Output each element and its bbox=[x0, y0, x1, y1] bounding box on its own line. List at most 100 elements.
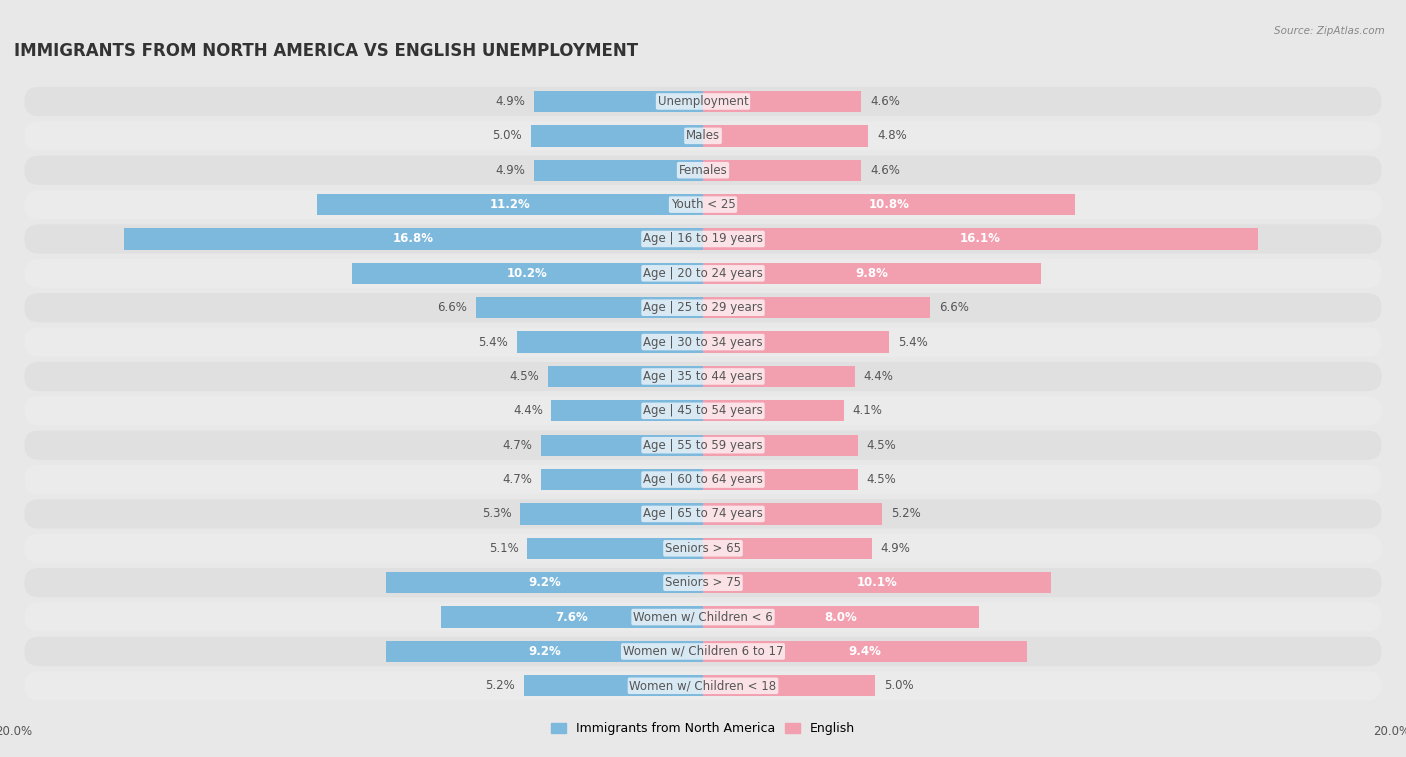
Bar bbox=[703, 194, 1076, 215]
Text: 10.1%: 10.1% bbox=[856, 576, 897, 589]
Bar bbox=[548, 366, 703, 387]
Bar bbox=[541, 469, 703, 491]
Bar bbox=[703, 125, 869, 147]
Text: Males: Males bbox=[686, 129, 720, 142]
FancyBboxPatch shape bbox=[24, 431, 1382, 459]
Text: 9.2%: 9.2% bbox=[529, 576, 561, 589]
Text: 4.7%: 4.7% bbox=[502, 473, 533, 486]
Text: Age | 65 to 74 years: Age | 65 to 74 years bbox=[643, 507, 763, 521]
Text: Age | 30 to 34 years: Age | 30 to 34 years bbox=[643, 335, 763, 348]
Bar bbox=[318, 194, 703, 215]
Text: 5.2%: 5.2% bbox=[485, 679, 515, 693]
Text: IMMIGRANTS FROM NORTH AMERICA VS ENGLISH UNEMPLOYMENT: IMMIGRANTS FROM NORTH AMERICA VS ENGLISH… bbox=[14, 42, 638, 61]
FancyBboxPatch shape bbox=[24, 259, 1382, 288]
Bar bbox=[703, 606, 979, 628]
Text: 4.6%: 4.6% bbox=[870, 164, 900, 176]
Text: Age | 55 to 59 years: Age | 55 to 59 years bbox=[643, 439, 763, 452]
Text: 5.4%: 5.4% bbox=[897, 335, 928, 348]
Text: 5.2%: 5.2% bbox=[891, 507, 921, 521]
Text: Seniors > 65: Seniors > 65 bbox=[665, 542, 741, 555]
Bar bbox=[531, 125, 703, 147]
Bar bbox=[703, 572, 1050, 593]
Bar bbox=[703, 332, 889, 353]
FancyBboxPatch shape bbox=[24, 637, 1382, 666]
Text: 4.6%: 4.6% bbox=[870, 95, 900, 108]
FancyBboxPatch shape bbox=[24, 328, 1382, 357]
FancyBboxPatch shape bbox=[24, 121, 1382, 151]
Bar bbox=[703, 297, 931, 319]
Text: 11.2%: 11.2% bbox=[489, 198, 530, 211]
Text: 4.7%: 4.7% bbox=[502, 439, 533, 452]
Text: 5.4%: 5.4% bbox=[478, 335, 509, 348]
Bar bbox=[517, 332, 703, 353]
Bar bbox=[441, 606, 703, 628]
Bar bbox=[520, 503, 703, 525]
Bar bbox=[475, 297, 703, 319]
Text: 4.5%: 4.5% bbox=[866, 473, 897, 486]
Bar bbox=[524, 675, 703, 696]
Text: 8.0%: 8.0% bbox=[824, 611, 858, 624]
Bar bbox=[703, 160, 862, 181]
FancyBboxPatch shape bbox=[24, 156, 1382, 185]
Bar bbox=[527, 537, 703, 559]
Bar bbox=[551, 400, 703, 422]
FancyBboxPatch shape bbox=[24, 568, 1382, 597]
Text: 4.5%: 4.5% bbox=[866, 439, 897, 452]
Text: Age | 45 to 54 years: Age | 45 to 54 years bbox=[643, 404, 763, 417]
Text: Age | 35 to 44 years: Age | 35 to 44 years bbox=[643, 370, 763, 383]
Text: 4.9%: 4.9% bbox=[496, 164, 526, 176]
Text: Seniors > 75: Seniors > 75 bbox=[665, 576, 741, 589]
FancyBboxPatch shape bbox=[24, 396, 1382, 425]
Text: Females: Females bbox=[679, 164, 727, 176]
Text: 16.8%: 16.8% bbox=[394, 232, 434, 245]
Text: 9.4%: 9.4% bbox=[848, 645, 882, 658]
Text: 9.8%: 9.8% bbox=[855, 266, 889, 280]
Text: 6.6%: 6.6% bbox=[437, 301, 467, 314]
Text: Women w/ Children < 6: Women w/ Children < 6 bbox=[633, 611, 773, 624]
FancyBboxPatch shape bbox=[24, 671, 1382, 700]
Bar bbox=[703, 469, 858, 491]
FancyBboxPatch shape bbox=[24, 87, 1382, 116]
Legend: Immigrants from North America, English: Immigrants from North America, English bbox=[546, 718, 860, 740]
Text: 4.4%: 4.4% bbox=[863, 370, 893, 383]
Text: 7.6%: 7.6% bbox=[555, 611, 589, 624]
Bar bbox=[703, 537, 872, 559]
Bar bbox=[703, 640, 1026, 662]
Bar bbox=[124, 229, 703, 250]
Text: 4.5%: 4.5% bbox=[509, 370, 540, 383]
Text: Age | 20 to 24 years: Age | 20 to 24 years bbox=[643, 266, 763, 280]
FancyBboxPatch shape bbox=[24, 500, 1382, 528]
Bar bbox=[703, 91, 862, 112]
Text: 4.4%: 4.4% bbox=[513, 404, 543, 417]
Bar bbox=[352, 263, 703, 284]
Text: 5.0%: 5.0% bbox=[492, 129, 522, 142]
Text: Women w/ Children 6 to 17: Women w/ Children 6 to 17 bbox=[623, 645, 783, 658]
Text: 6.6%: 6.6% bbox=[939, 301, 969, 314]
Text: Source: ZipAtlas.com: Source: ZipAtlas.com bbox=[1274, 26, 1385, 36]
FancyBboxPatch shape bbox=[24, 293, 1382, 322]
Text: 4.1%: 4.1% bbox=[853, 404, 883, 417]
Text: 4.9%: 4.9% bbox=[880, 542, 910, 555]
FancyBboxPatch shape bbox=[24, 534, 1382, 563]
Text: 10.2%: 10.2% bbox=[508, 266, 548, 280]
Bar bbox=[534, 91, 703, 112]
Text: Women w/ Children < 18: Women w/ Children < 18 bbox=[630, 679, 776, 693]
Text: 4.9%: 4.9% bbox=[496, 95, 526, 108]
Text: 9.2%: 9.2% bbox=[529, 645, 561, 658]
FancyBboxPatch shape bbox=[24, 224, 1382, 254]
Text: Age | 16 to 19 years: Age | 16 to 19 years bbox=[643, 232, 763, 245]
FancyBboxPatch shape bbox=[24, 190, 1382, 220]
FancyBboxPatch shape bbox=[24, 465, 1382, 494]
Bar bbox=[703, 503, 882, 525]
Text: 16.1%: 16.1% bbox=[960, 232, 1001, 245]
Text: 5.0%: 5.0% bbox=[884, 679, 914, 693]
Bar bbox=[541, 435, 703, 456]
Text: 4.8%: 4.8% bbox=[877, 129, 907, 142]
Text: Youth < 25: Youth < 25 bbox=[671, 198, 735, 211]
Text: 10.8%: 10.8% bbox=[869, 198, 910, 211]
FancyBboxPatch shape bbox=[24, 362, 1382, 391]
Text: Unemployment: Unemployment bbox=[658, 95, 748, 108]
Bar bbox=[534, 160, 703, 181]
Bar bbox=[703, 263, 1040, 284]
Text: Age | 60 to 64 years: Age | 60 to 64 years bbox=[643, 473, 763, 486]
